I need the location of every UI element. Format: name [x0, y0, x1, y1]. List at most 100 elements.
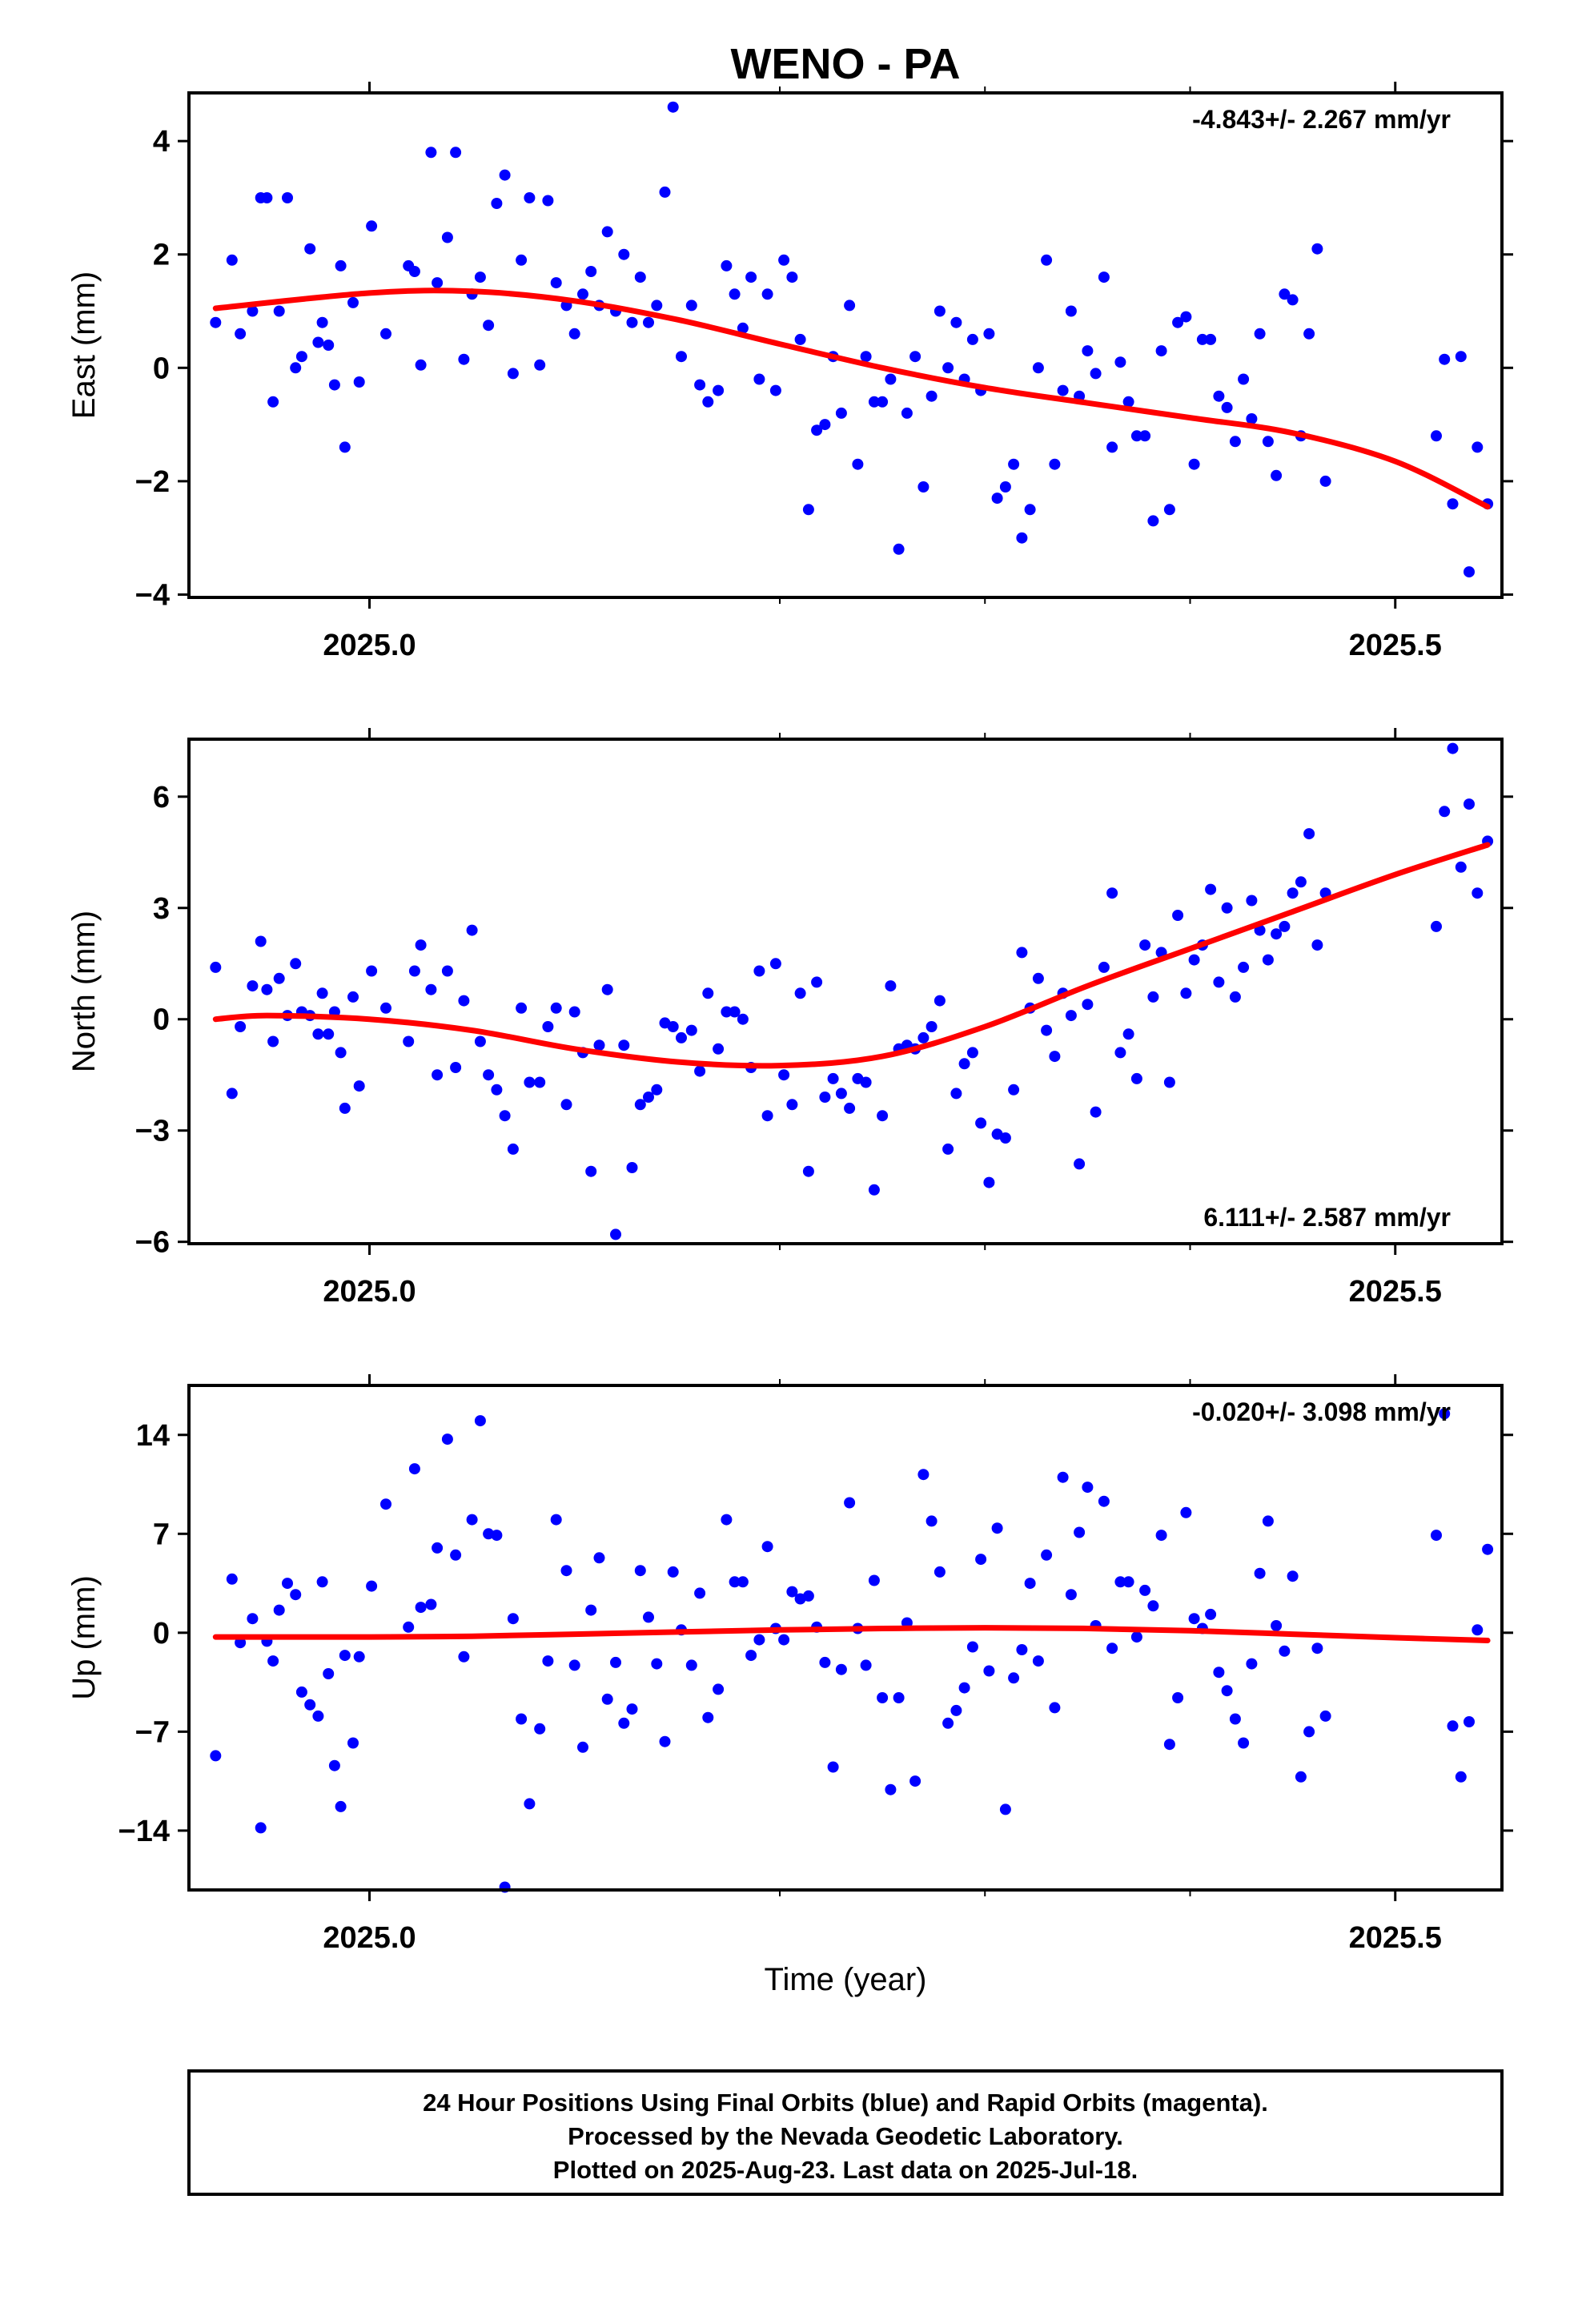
data-point: [868, 1574, 880, 1586]
data-point: [1008, 458, 1020, 470]
data-point: [1090, 1106, 1102, 1118]
data-point: [235, 328, 247, 340]
data-point: [210, 316, 222, 328]
data-point: [524, 1798, 536, 1810]
data-point: [958, 1682, 970, 1694]
data-point: [1008, 1084, 1020, 1096]
data-point: [1279, 920, 1291, 932]
data-point: [753, 373, 765, 385]
y-axis-label: North (mm): [66, 911, 102, 1072]
data-point: [441, 231, 453, 243]
data-point: [950, 316, 962, 328]
data-point: [1180, 1506, 1192, 1518]
velocity-label: -0.020+/- 3.098 mm/yr: [1192, 1397, 1451, 1426]
data-point: [1431, 430, 1442, 442]
data-point: [585, 1604, 597, 1616]
data-point: [1319, 1710, 1331, 1722]
data-point: [966, 1047, 978, 1059]
data-point: [618, 1717, 630, 1729]
data-point: [885, 980, 897, 992]
data-point: [316, 1576, 328, 1588]
data-point: [339, 1650, 351, 1662]
chart-title: WENO - PA: [731, 40, 961, 88]
data-point: [1188, 458, 1200, 470]
data-point: [524, 192, 536, 203]
plot-frame: [187, 1384, 1504, 1892]
footer-line-1: 24 Hour Positions Using Final Orbits (bl…: [423, 2089, 1268, 2117]
data-point: [524, 1076, 536, 1088]
data-point: [267, 396, 279, 408]
data-point: [450, 147, 462, 159]
data-point: [827, 1761, 839, 1773]
x-axis-label: Time (year): [765, 1962, 927, 1997]
data-point: [353, 1080, 365, 1092]
footer-line-2: Processed by the Nevada Geodetic Laborat…: [568, 2122, 1123, 2150]
y-axis-label: Up (mm): [66, 1575, 102, 1700]
data-point: [304, 243, 316, 255]
data-point: [667, 1566, 679, 1578]
data-point: [380, 1498, 391, 1510]
data-point: [415, 359, 427, 371]
data-point: [868, 396, 880, 408]
data-point: [1008, 1672, 1020, 1684]
data-point: [1447, 742, 1459, 754]
y-tick-label: 14: [136, 1419, 170, 1453]
data-point: [1279, 1645, 1291, 1657]
data-point: [702, 396, 714, 408]
data-points: [210, 742, 1494, 1240]
data-point: [542, 1655, 554, 1667]
data-point: [643, 316, 654, 328]
data-point: [676, 1031, 687, 1043]
data-point: [659, 1735, 671, 1747]
data-point: [1447, 1720, 1459, 1732]
data-point: [811, 976, 823, 988]
data-point: [335, 1800, 347, 1812]
data-point: [1238, 1737, 1250, 1749]
data-point: [626, 316, 638, 328]
data-point: [458, 353, 470, 365]
data-point: [802, 504, 814, 516]
data-point: [926, 1021, 938, 1032]
data-point: [499, 1110, 511, 1122]
data-point: [786, 271, 798, 283]
data-point: [1106, 1642, 1118, 1655]
data-point: [585, 1165, 597, 1177]
data-point: [1139, 939, 1151, 951]
data-point: [507, 1143, 519, 1155]
data-point: [1472, 441, 1484, 453]
data-point: [408, 965, 420, 977]
data-point: [1431, 920, 1442, 932]
data-point: [860, 1076, 872, 1088]
data-point: [226, 1573, 238, 1585]
data-point: [721, 259, 733, 271]
data-point: [926, 1515, 938, 1527]
data-point: [778, 1634, 790, 1646]
data-point: [909, 351, 921, 363]
data-point: [432, 1542, 444, 1554]
data-point: [1229, 1713, 1241, 1725]
data-point: [516, 1713, 528, 1725]
data-point: [593, 1552, 605, 1564]
data-point: [441, 965, 453, 977]
data-point: [618, 1039, 630, 1051]
data-point: [934, 305, 946, 317]
y-axis-label: East (mm): [66, 271, 102, 419]
data-point: [1049, 1051, 1061, 1063]
data-point: [753, 1634, 765, 1646]
data-point: [1032, 1655, 1044, 1667]
data-point: [794, 333, 806, 345]
data-point: [844, 1102, 856, 1114]
data-point: [1041, 1549, 1053, 1561]
data-point: [926, 390, 938, 402]
data-point: [1147, 515, 1159, 527]
data-point: [1287, 294, 1299, 306]
data-point: [366, 965, 378, 977]
data-point: [425, 147, 437, 159]
data-point: [226, 254, 238, 266]
fit-line: [212, 1625, 1491, 1643]
data-point: [450, 1549, 462, 1561]
data-point: [1082, 999, 1094, 1011]
data-point: [474, 271, 486, 283]
data-point: [1106, 887, 1118, 899]
data-point: [667, 101, 679, 113]
